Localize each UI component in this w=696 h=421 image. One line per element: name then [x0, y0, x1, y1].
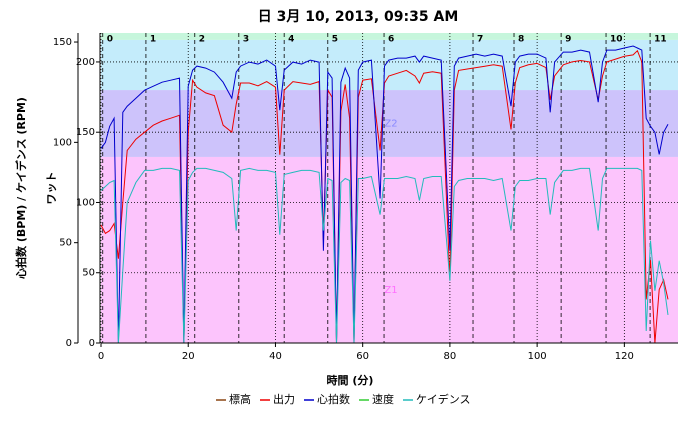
y-tick-label: 150 — [53, 37, 72, 48]
zone — [101, 156, 678, 343]
x-tick-label: 0 — [98, 351, 104, 362]
interval-label: 6 — [388, 35, 394, 45]
zone — [101, 33, 678, 40]
x-axis-title: 時間 (分) — [327, 373, 374, 387]
zone — [101, 39, 678, 91]
x-tick-label: 120 — [615, 351, 634, 362]
y-tick-label: 0 — [66, 338, 72, 349]
interval-label: 3 — [243, 35, 249, 45]
legend-label: 標高 — [229, 392, 251, 406]
x-tick-label: 40 — [269, 351, 282, 362]
y-tick-label: 50 — [59, 238, 72, 249]
interval-label: 8 — [518, 35, 524, 45]
interval-label: 5 — [332, 35, 338, 45]
interval-label: 1 — [150, 35, 156, 45]
series-line — [100, 45, 669, 344]
y2-axis-title: ワット — [45, 172, 58, 205]
y2-tick-label: 100 — [76, 197, 95, 208]
interval-label: 11 — [654, 35, 667, 45]
y2-tick-label: 0 — [89, 338, 95, 349]
x-tick-label: 80 — [444, 351, 457, 362]
legend-label: ケイデンス — [416, 392, 471, 406]
legend-label: 速度 — [372, 392, 394, 406]
y2-tick-label: 150 — [76, 127, 95, 138]
x-tick-label: 100 — [528, 351, 547, 362]
zone-label: Z2 — [384, 118, 397, 129]
y-tick-label: 100 — [53, 137, 72, 148]
y-axis-title: 心拍数 (BPM) / ケイデンス (RPM) — [14, 97, 28, 279]
x-tick-label: 60 — [356, 351, 369, 362]
series-line — [100, 49, 669, 344]
interval-label: 0 — [107, 35, 113, 45]
y2-tick-label: 200 — [76, 57, 95, 68]
chart-title: 日 3月 10, 2013, 09:35 AM — [258, 9, 459, 25]
legend-label: 出力 — [273, 392, 295, 406]
interval-label: 4 — [288, 35, 294, 45]
zone-label: Z1 — [384, 285, 397, 296]
legend-label: 心拍数 — [317, 392, 350, 406]
interval-label: 10 — [610, 35, 623, 45]
interval-label: 2 — [199, 35, 205, 45]
zone — [101, 90, 678, 157]
series-line — [100, 167, 669, 344]
x-tick-label: 20 — [182, 351, 195, 362]
y2-tick-label: 50 — [82, 268, 95, 279]
interval-label: 7 — [477, 35, 483, 45]
interval-label: 9 — [565, 35, 571, 45]
